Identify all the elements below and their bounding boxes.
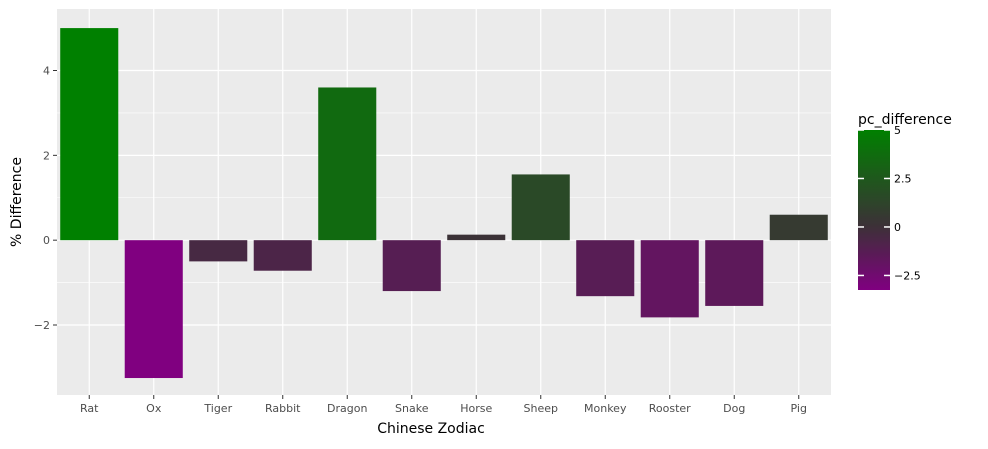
x-tick-label: Dog [723,402,745,415]
bar-horse [447,234,506,241]
x-tick-label: Monkey [584,402,627,415]
y-tick-label: 2 [43,149,50,162]
plot-panel [57,9,831,395]
bar-sheep [511,174,570,241]
bar-pig [769,214,828,241]
colorbar-tick-label: 2.5 [894,172,912,185]
y-tick-label: 0 [43,234,50,247]
x-tick-label: Pig [791,402,807,415]
bar-ox [124,240,183,379]
colorbar-tick-label: −2.5 [894,269,921,282]
x-tick-label: Snake [395,402,429,415]
colorbar-tick-label: 0 [894,221,901,234]
x-tick-label: Dragon [327,402,367,415]
bar-rabbit [253,240,312,271]
axes: −2 0 2 4 Rat Ox Tiger Rabbit Dragon Snake Horse She… [34,65,807,415]
bar-monkey [576,240,635,297]
bar-dog [705,240,764,306]
bar-dragon [318,87,377,241]
bar-rat [60,28,119,241]
bar-tiger [189,240,248,262]
bar-snake [382,240,441,292]
x-tick-label: Ox [146,402,162,415]
x-tick-label: Tiger [203,402,232,415]
bar-rooster [640,240,699,318]
y-axis-label: % Difference [9,157,25,247]
legend-title: pc_difference [858,112,952,128]
x-tick-label: Sheep [524,402,558,415]
bars [60,28,828,379]
colorbar-tick-label: 5 [894,124,901,137]
colorbar [858,130,890,290]
x-tick-label: Rat [80,402,99,415]
x-tick-label: Rooster [649,402,691,415]
legend: pc_difference −2.5 0 2.5 5 [858,112,952,290]
y-tick-label: 4 [43,65,50,78]
y-tick-label: −2 [34,319,50,332]
x-tick-label: Horse [460,402,492,415]
x-axis-label: Chinese Zodiac [377,421,485,437]
x-tick-label: Rabbit [265,402,301,415]
